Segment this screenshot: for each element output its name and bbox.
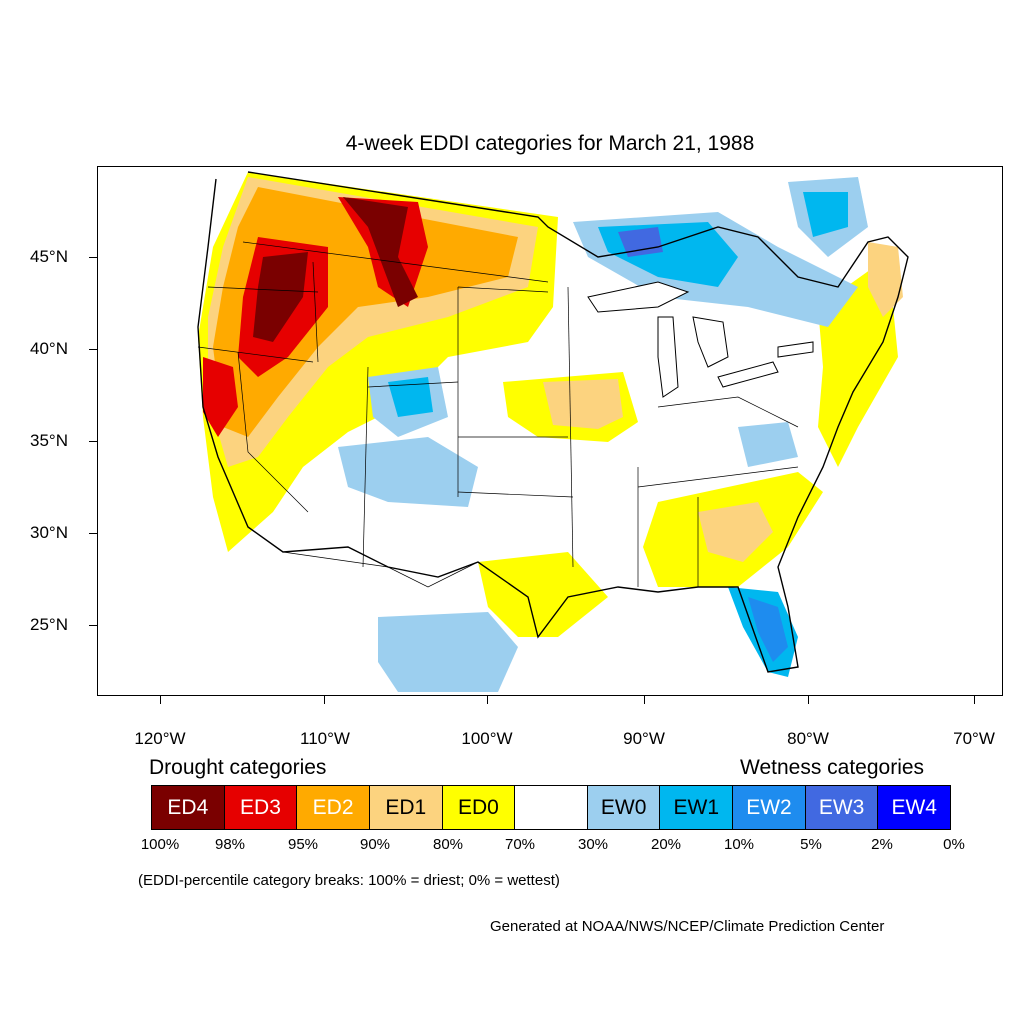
x-tick-label: 120°W [134,729,186,748]
y-tick [89,257,97,258]
legend-box-ed2: ED2 [297,786,370,829]
break-label: 80% [432,836,464,853]
break-label: 5% [800,836,822,853]
region-ew0-virginia [738,422,798,467]
border-or-ca [197,346,314,363]
eddi-map [197,171,909,692]
x-tick-label: 80°W [787,729,829,748]
wetness-regions [338,177,868,692]
legend-box-ew1: EW1 [660,786,734,829]
map-area [97,166,1003,696]
border-wa-or [207,286,319,293]
legend-box-ed0: ED0 [442,786,516,829]
break-label: 2% [871,836,893,853]
break-label: 10% [723,836,755,853]
legend-box-ew3: EW3 [805,786,879,829]
drought-regions [198,172,903,637]
y-tick [89,533,97,534]
region-ew2-florida [748,597,788,662]
border-co-ut [367,381,459,388]
border-nd-sd [457,286,549,293]
coastlines [197,171,909,673]
break-label: 90% [359,836,391,853]
x-tick [160,696,161,704]
border-ca-nv [237,351,309,513]
great-lakes [587,281,814,398]
y-tick [89,441,97,442]
lake-michigan [657,316,679,398]
legend-box-ed1: ED1 [369,786,443,829]
legend-box-ew0: EW0 [587,786,661,829]
region-ed1-iowa [543,379,623,429]
region-ew1-quebec [803,192,848,237]
break-label: 30% [577,836,609,853]
break-label: 0% [943,836,965,853]
legend-box-ew4: EW4 [878,786,951,829]
x-tick [974,696,975,704]
break-label: 98% [214,836,246,853]
x-tick [487,696,488,704]
legend-box-ed4: ED4 [152,786,225,829]
legend-colorbar: ED4 ED3 ED2 ED1 ED0 EW0 EW1 EW2 EW3 EW4 [151,785,951,830]
y-tick-label: 45°N [30,247,68,266]
break-label: 100% [140,836,180,853]
x-tick-label: 70°W [953,729,995,748]
break-label: 20% [650,836,682,853]
map-title: 4-week EDDI categories for March 21, 198… [345,132,755,155]
x-tick [808,696,809,704]
region-ew0-southwest [338,437,478,507]
break-label: 70% [504,836,536,853]
border-ok-ks [457,491,574,498]
y-tick [89,349,97,350]
border-tn-ky [637,466,799,488]
break-label: 95% [287,836,319,853]
legend-box-neutral [515,786,588,829]
region-ed3-california [203,357,238,437]
region-ed0-texas [478,552,608,637]
legend-box-ew2: EW2 [733,786,806,829]
region-ed4-idaho [253,252,308,342]
x-tick [644,696,645,704]
wetness-heading: Wetness categories [740,756,925,779]
border-nm-az [362,366,369,568]
region-ew2-ontario [618,227,663,257]
lake-ontario [777,341,814,358]
drought-heading: Drought categories [149,756,327,779]
us-outline [197,171,909,673]
x-tick-label: 90°W [623,729,665,748]
x-tick-label: 100°W [461,729,513,748]
border-mx [282,551,479,588]
legend-box-ed3: ED3 [224,786,298,829]
lake-erie [717,361,779,388]
region-ew0-mexico [378,612,518,692]
y-tick [89,625,97,626]
y-tick-label: 25°N [30,615,68,634]
border-49n [242,241,549,283]
region-ew1-colorado [388,377,433,417]
y-tick-label: 40°N [30,339,68,358]
lake-huron [692,316,729,368]
region-ed1-maine [868,242,903,317]
y-tick-label: 30°N [30,523,68,542]
y-tick-label: 35°N [30,431,68,450]
region-ed4-montana [343,197,418,307]
border-idaho [312,261,319,363]
region-ed1-southeast [698,502,773,562]
credit-line: Generated at NOAA/NWS/NCEP/Climate Predi… [490,918,885,935]
category-note: (EDDI-percentile category breaks: 100% =… [138,872,560,889]
state-borders [197,241,799,588]
x-tick-label: 110°W [300,729,350,748]
x-tick [324,696,325,704]
border-ohio-river [657,396,799,428]
border-mississippi [567,286,574,568]
lake-superior [587,281,690,313]
